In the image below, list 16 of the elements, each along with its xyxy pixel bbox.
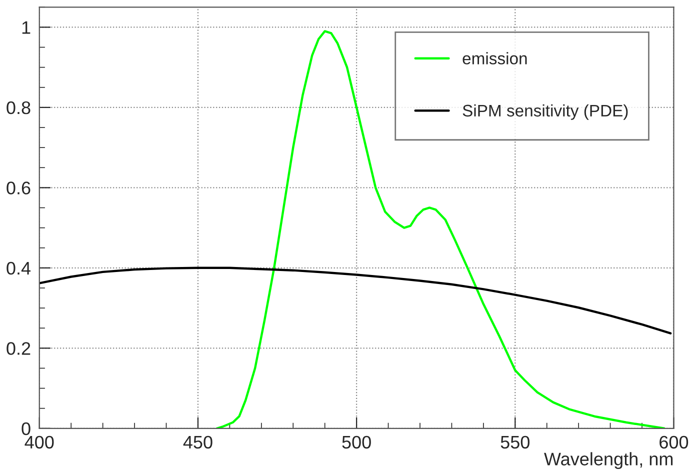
line-series (39, 266, 672, 334)
x-tick-label: 500 (342, 436, 371, 449)
legend-label: SiPM sensitivity (PDE) (462, 104, 628, 120)
x-tick-label: 400 (24, 436, 54, 449)
y-tick-label: 0 (22, 422, 30, 436)
y-tick-label: 1 (22, 21, 30, 34)
x-tick-label: 600 (660, 436, 688, 449)
line-series (216, 30, 666, 428)
y-tick-label: 0.6 (6, 182, 30, 194)
y-tick-label: 0.8 (6, 101, 30, 114)
x-tick-label: 450 (183, 436, 212, 449)
legend-label: emission (462, 52, 527, 64)
x-tick-label: 550 (500, 436, 530, 449)
y-tick-label: 0.2 (6, 342, 30, 355)
y-tick-label: 0.4 (6, 262, 31, 275)
x-axis-title: Wavelength, nm (544, 452, 673, 470)
